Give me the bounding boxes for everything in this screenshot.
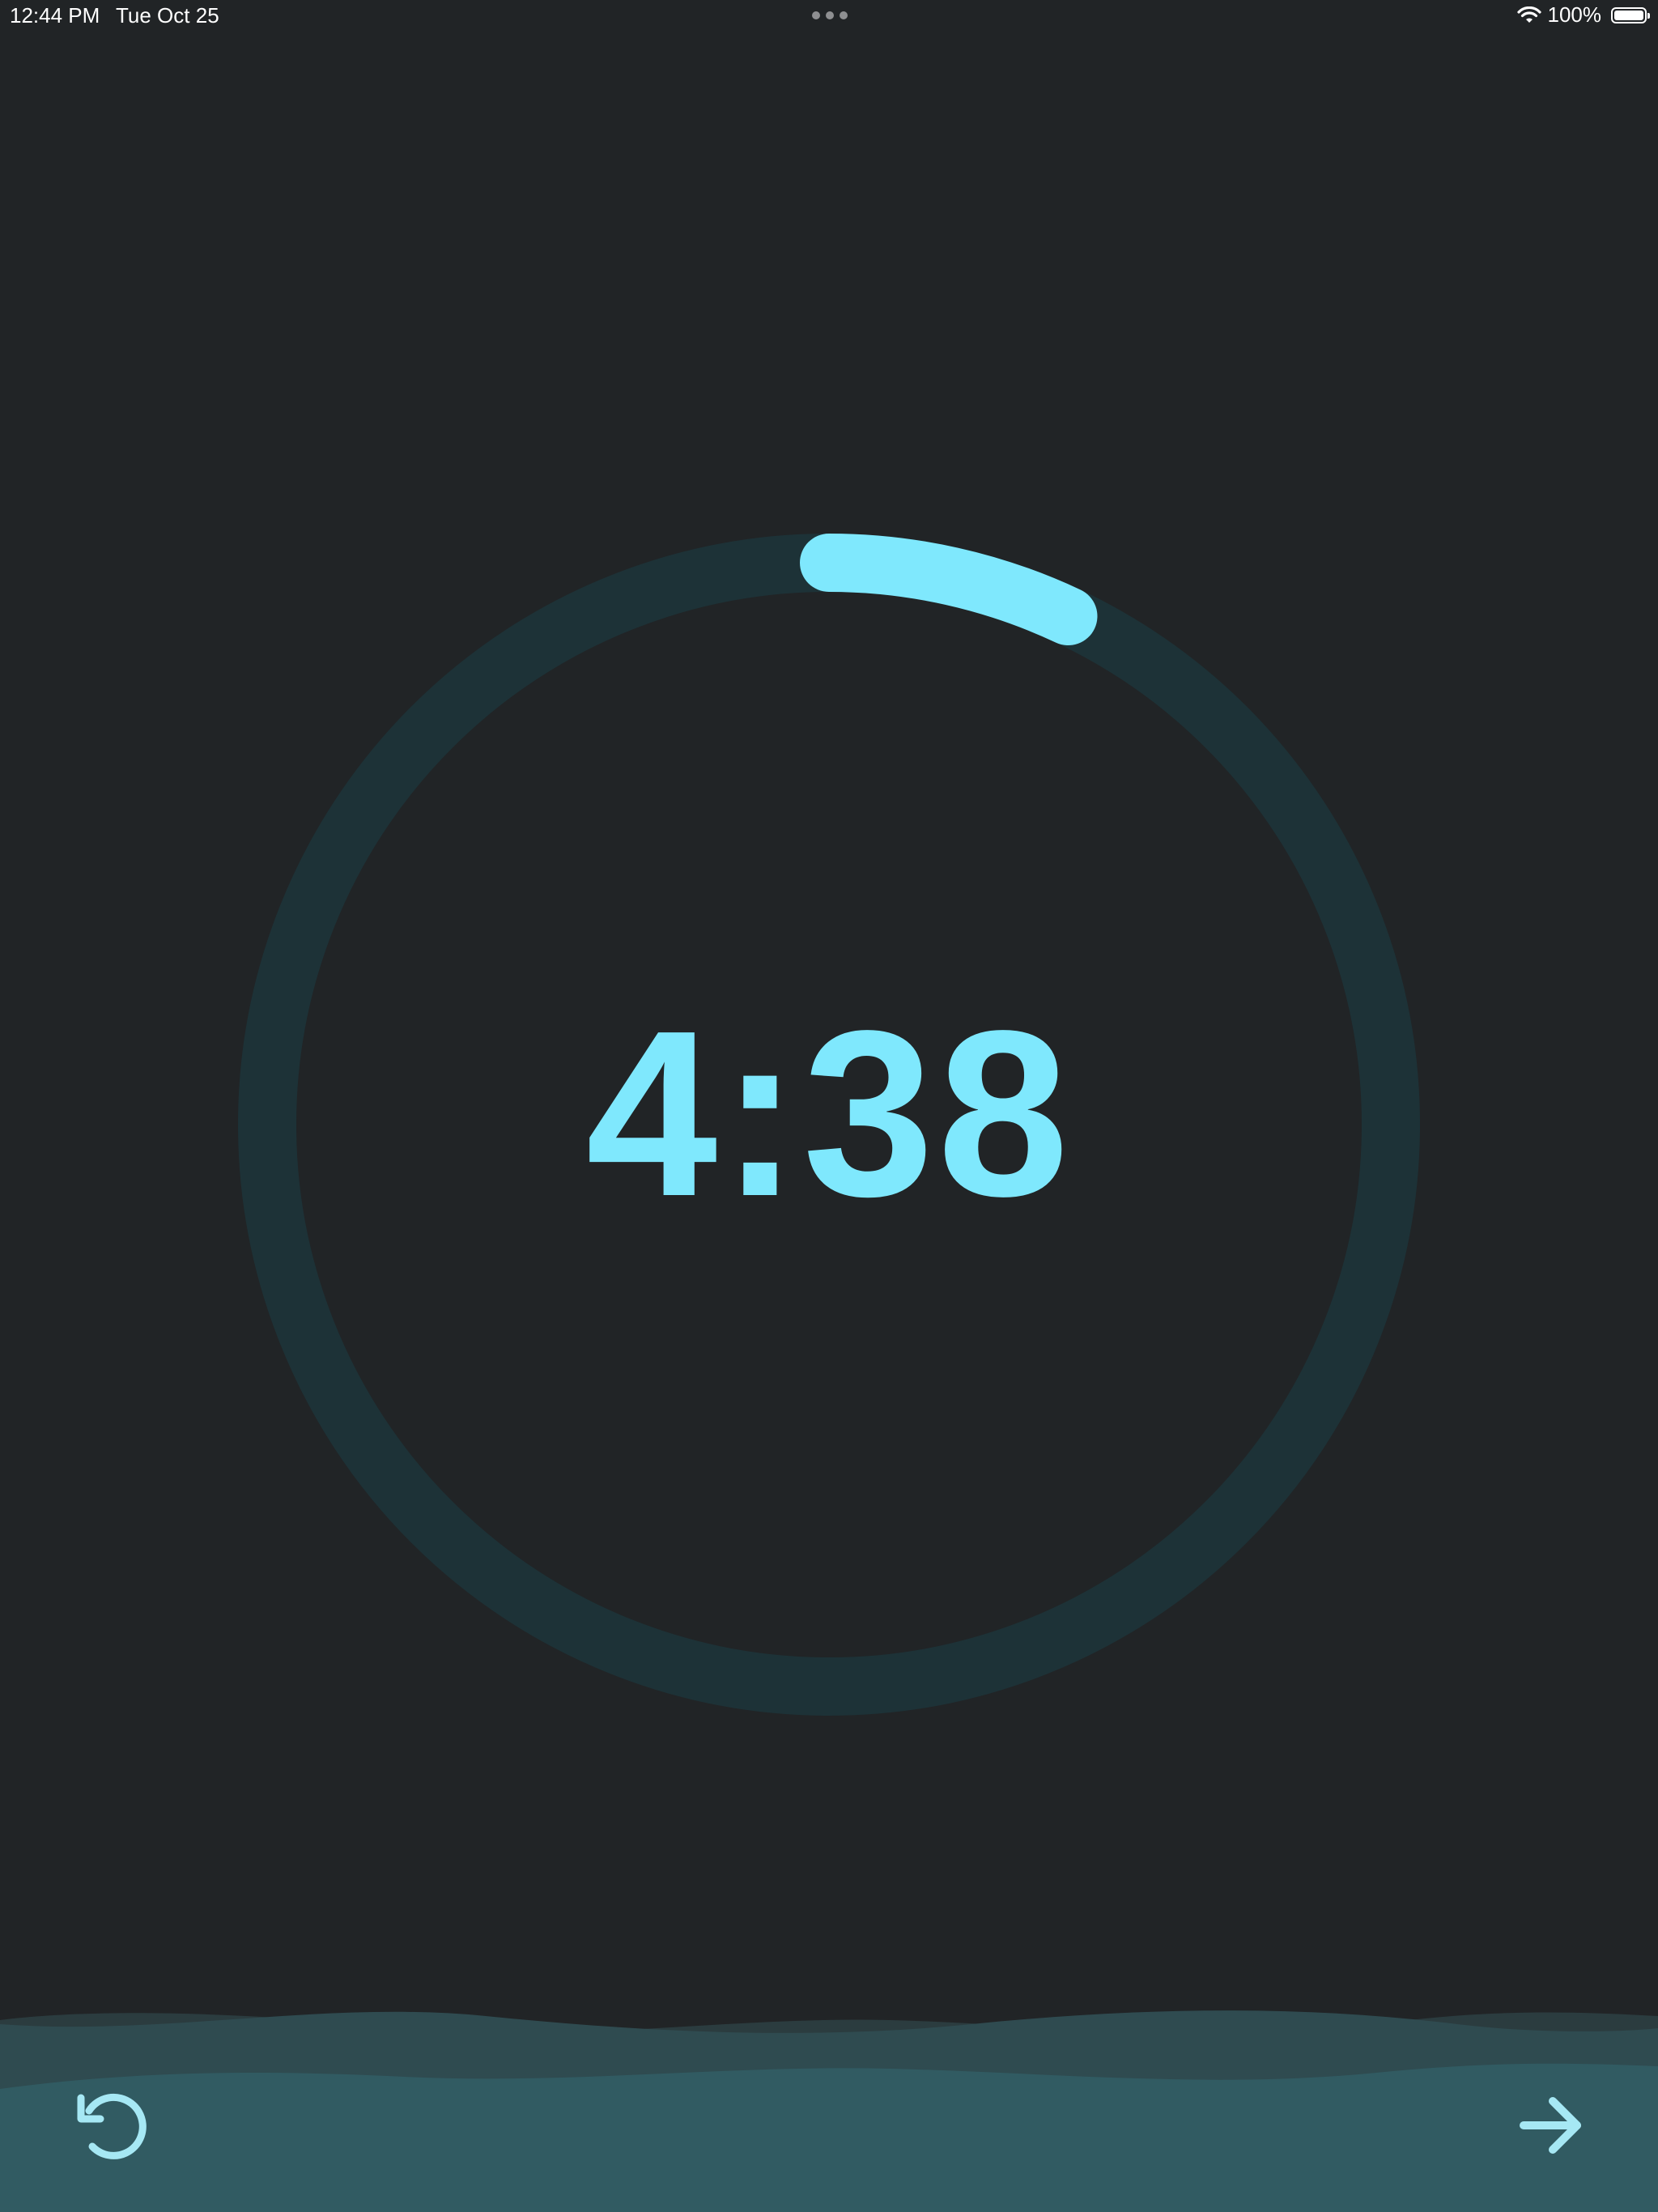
battery-percent: 100% (1547, 2, 1602, 27)
reset-icon (77, 2093, 147, 2159)
status-time: 12:44 PM (10, 3, 100, 28)
wave-front (0, 2089, 1658, 2212)
timer-progress-arc (800, 534, 1098, 646)
battery-level (1614, 10, 1643, 20)
status-indicators: 100% (1516, 2, 1650, 28)
next-button[interactable] (1511, 2085, 1592, 2166)
reset-button[interactable] (70, 2085, 151, 2166)
timer-display: 4:38 (585, 981, 1073, 1245)
dot (826, 11, 834, 19)
battery-icon (1611, 6, 1650, 23)
wave-footer (0, 2010, 1658, 2212)
dot (840, 11, 848, 19)
status-bar: 12:44 PM Tue Oct 25 100% (0, 0, 1658, 32)
timer-ring (238, 534, 1420, 1716)
battery-cap (1647, 12, 1650, 19)
status-date: Tue Oct 25 (116, 3, 219, 28)
arrow-right-icon (1520, 2097, 1581, 2154)
wifi-icon (1516, 6, 1541, 23)
dot (812, 11, 820, 19)
multitasking-handle[interactable] (812, 11, 848, 19)
wave-front-crest (0, 2063, 1658, 2093)
